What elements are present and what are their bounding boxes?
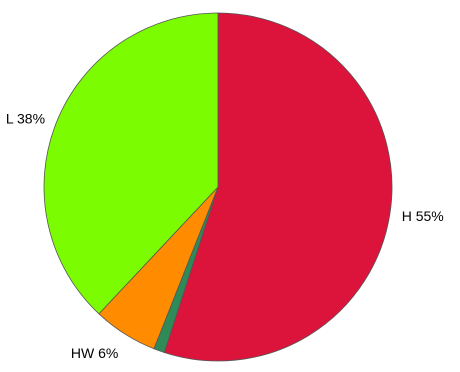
pie-labels: H 55% HW 6% L 38%	[6, 111, 444, 362]
pie-label-hw: HW 6%	[71, 345, 118, 361]
pie-slice-h	[163, 12, 393, 362]
pie-slice-l	[43, 12, 219, 315]
pie-label-h: H 55%	[402, 208, 444, 224]
pie-slices	[43, 12, 393, 362]
pie-label-l: L 38%	[6, 111, 45, 127]
